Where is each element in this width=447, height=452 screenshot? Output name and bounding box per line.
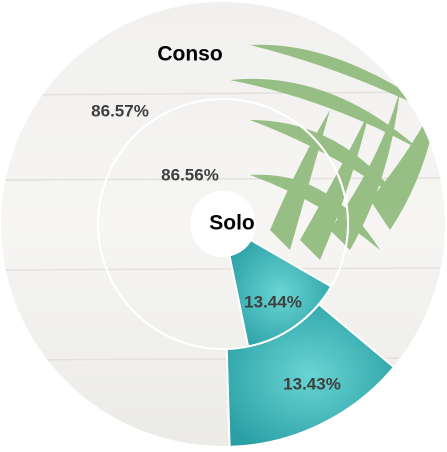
data-label: 13.44%	[244, 292, 302, 311]
data-label: 86.57%	[91, 101, 149, 120]
data-label: 13.43%	[283, 374, 341, 393]
series-name: Conso	[157, 43, 222, 66]
series-name: Solo	[209, 212, 255, 235]
data-label: 86.56%	[161, 165, 219, 184]
center-hole	[191, 192, 255, 256]
